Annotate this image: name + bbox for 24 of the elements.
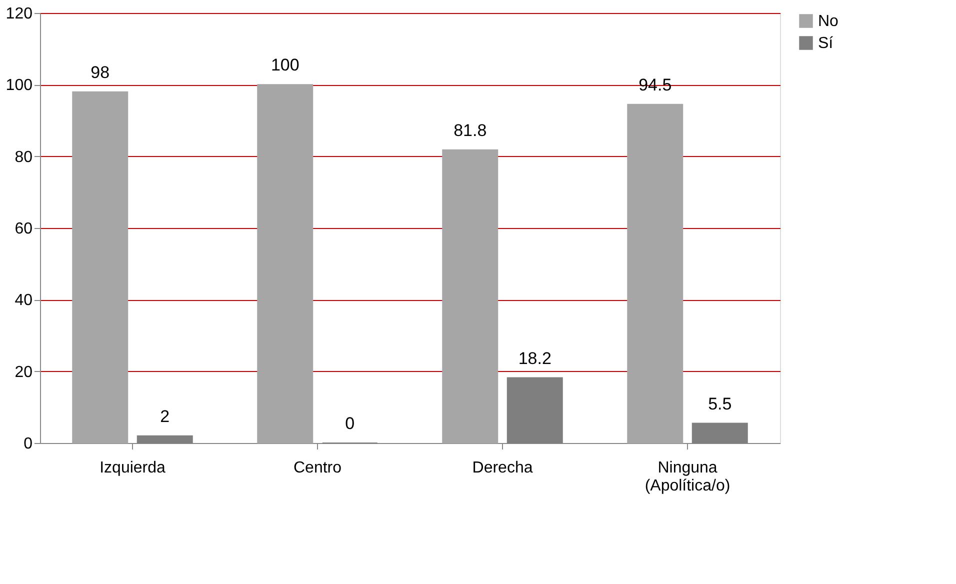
bar	[627, 104, 684, 444]
x-tick-label: Izquierda	[100, 460, 166, 476]
y-tick-label: 80	[14, 148, 33, 166]
data-label: 0	[345, 414, 355, 433]
data-label: 5.5	[708, 394, 732, 414]
y-tick-label: 100	[6, 77, 33, 94]
y-tick-label: 60	[14, 220, 33, 238]
x-tick-label: Derecha	[472, 460, 533, 476]
legend-label: No	[818, 13, 839, 30]
bar	[257, 84, 314, 444]
data-label: 81.8	[454, 120, 487, 140]
data-label: 100	[270, 56, 300, 75]
y-tick-label: 40	[14, 292, 33, 310]
data-label: 18.2	[518, 348, 552, 368]
x-tick-label: Ninguna (Apolítica/o)	[644, 460, 730, 494]
y-tick-label: 20	[14, 364, 33, 381]
data-label: 2	[160, 406, 170, 426]
data-label: 98	[90, 62, 110, 82]
x-tick-label: Centro	[293, 460, 342, 476]
y-tick-label: 120	[6, 6, 33, 22]
bar	[442, 149, 498, 444]
legend-label: Sí	[818, 35, 834, 52]
bar	[72, 91, 128, 444]
y-tick-label: 0	[24, 436, 33, 452]
